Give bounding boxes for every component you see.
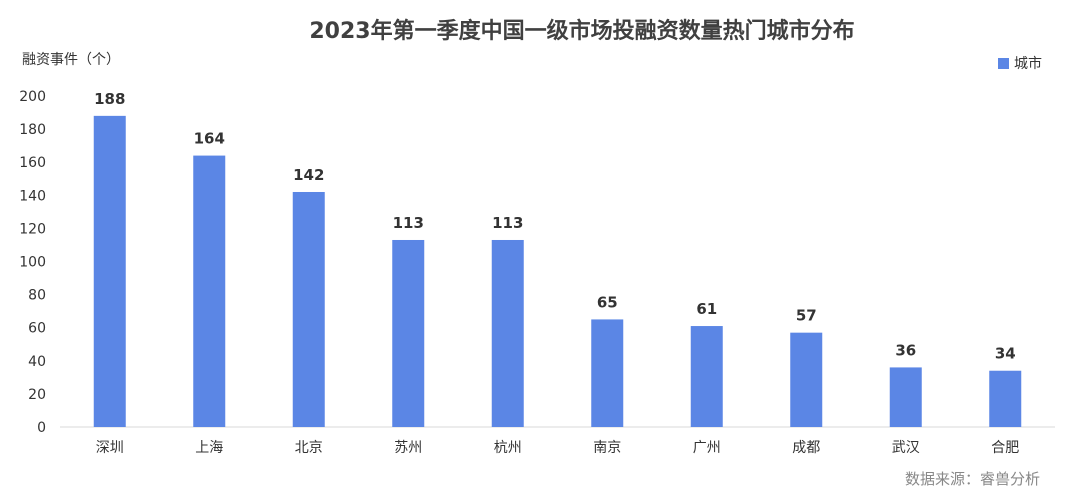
x-tick-label-6: 广州 — [693, 440, 721, 456]
y-tick-label: 40 — [28, 354, 46, 370]
y-tick-label: 0 — [37, 420, 46, 436]
x-tick-label-3: 苏州 — [394, 440, 422, 456]
x-tick-label-8: 武汉 — [892, 440, 920, 456]
x-tick-label-5: 南京 — [593, 440, 621, 456]
bar-0 — [93, 115, 126, 428]
x-axis: 深圳 上海 北京 苏州 杭州 南京 广州 成都 武汉 合肥 — [96, 440, 1020, 456]
x-tick-label-4: 杭州 — [494, 440, 522, 456]
chart-title: 2023年第一季度中国一级市场投融资数量热门城市分布 — [309, 18, 854, 44]
data-label-9: 34 — [995, 345, 1016, 363]
legend: 城市 — [998, 55, 1042, 72]
data-label-4: 113 — [492, 214, 523, 232]
legend-swatch — [998, 58, 1009, 69]
data-label-7: 57 — [796, 307, 817, 325]
x-tick-label-1: 上海 — [195, 440, 223, 456]
data-label-6: 61 — [696, 300, 717, 318]
data-label-5: 65 — [597, 293, 618, 311]
bar-8 — [889, 367, 922, 427]
bar-3 — [392, 239, 425, 427]
bars — [93, 115, 1022, 428]
bar-5 — [591, 319, 624, 427]
data-labels: 188 164 142 113 113 65 61 57 36 34 — [94, 90, 1016, 363]
legend-label: 城市 — [1014, 55, 1042, 72]
y-tick-label: 20 — [28, 387, 46, 403]
bar-4 — [491, 239, 524, 427]
y-tick-label: 60 — [28, 321, 46, 337]
source-note: 数据来源：睿兽分析 — [905, 470, 1040, 488]
y-axis-label: 融资事件（个） — [22, 52, 120, 68]
y-tick-label: 160 — [19, 155, 46, 171]
bar-1 — [193, 155, 226, 427]
x-tick-label-9: 合肥 — [991, 440, 1019, 456]
data-label-2: 142 — [293, 166, 324, 184]
x-tick-label-2: 北京 — [295, 440, 323, 456]
y-tick-label: 120 — [19, 221, 46, 237]
y-tick-label: 100 — [19, 255, 46, 271]
data-label-0: 188 — [94, 90, 125, 108]
data-label-8: 36 — [895, 341, 916, 359]
data-label-3: 113 — [393, 214, 424, 232]
bar-6 — [690, 326, 723, 427]
data-label-1: 164 — [194, 130, 225, 148]
bar-2 — [292, 191, 325, 427]
x-tick-label-7: 成都 — [792, 440, 820, 456]
y-tick-label: 200 — [19, 89, 46, 105]
x-tick-label-0: 深圳 — [96, 440, 124, 456]
bar-7 — [790, 332, 823, 427]
y-axis: 0 20 40 60 80 100 120 140 160 180 200 — [19, 89, 46, 436]
y-tick-label: 140 — [19, 188, 46, 204]
y-tick-label: 80 — [28, 288, 46, 304]
y-tick-label: 180 — [19, 122, 46, 138]
bar-9 — [989, 370, 1022, 427]
